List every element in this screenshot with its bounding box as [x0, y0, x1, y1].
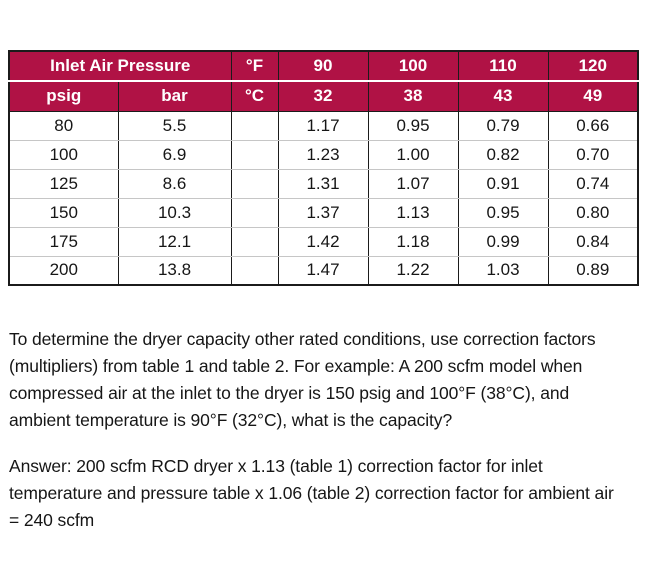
table-cell: 1.31 [277, 169, 368, 199]
table-cell: 100 [9, 140, 118, 170]
header-temp-c-43: 43 [457, 81, 548, 112]
table-row: 125 8.6 1.31 1.07 0.91 0.74 [9, 169, 638, 199]
table-cell: 0.95 [457, 198, 548, 228]
table-cell: 0.95 [367, 111, 458, 141]
text-line: = 240 scfm [9, 510, 95, 530]
header-inlet-air-pressure: Inlet Air Pressure [9, 51, 231, 82]
table-row: 100 6.9 1.23 1.00 0.82 0.70 [9, 140, 638, 170]
header-temp-f-100: 100 [367, 51, 458, 82]
table-cell: 6.9 [117, 140, 231, 170]
table-cell: 13.8 [117, 256, 231, 285]
table-cell: 10.3 [117, 198, 231, 228]
table-cell: 1.42 [277, 227, 368, 257]
table-header-row-fahrenheit: Inlet Air Pressure °F 90 100 110 120 [9, 51, 638, 82]
table-cell-empty [230, 111, 278, 141]
table-cell: 1.03 [457, 256, 548, 285]
table-row: 200 13.8 1.47 1.22 1.03 0.89 [9, 256, 638, 285]
header-temp-f-90: 90 [277, 51, 368, 82]
text-line: temperature and pressure table x 1.06 (t… [9, 483, 614, 503]
table-row: 150 10.3 1.37 1.13 0.95 0.80 [9, 198, 638, 228]
table-row: 175 12.1 1.42 1.18 0.99 0.84 [9, 227, 638, 257]
table-cell: 1.22 [367, 256, 458, 285]
table-cell: 0.79 [457, 111, 548, 141]
text-line: Answer: 200 scfm RCD dryer x 1.13 (table… [9, 456, 543, 476]
header-deg-f: °F [230, 51, 278, 82]
table-cell: 0.99 [457, 227, 548, 257]
question-paragraph: To determine the dryer capacity other ra… [9, 326, 596, 434]
table-cell: 80 [9, 111, 118, 141]
header-bar: bar [117, 81, 231, 112]
text-line: (multipliers) from table 1 and table 2. … [9, 356, 583, 376]
header-temp-f-120: 120 [547, 51, 638, 82]
table-cell: 1.37 [277, 198, 368, 228]
table-cell: 125 [9, 169, 118, 199]
header-temp-f-110: 110 [457, 51, 548, 82]
table-cell: 150 [9, 198, 118, 228]
table-cell: 1.17 [277, 111, 368, 141]
table-cell: 0.74 [547, 169, 638, 199]
table-cell: 0.91 [457, 169, 548, 199]
table-cell-empty [230, 227, 278, 257]
answer-paragraph: Answer: 200 scfm RCD dryer x 1.13 (table… [9, 453, 614, 534]
table-cell: 0.80 [547, 198, 638, 228]
table-cell-empty [230, 256, 278, 285]
table-cell: 175 [9, 227, 118, 257]
table-cell: 1.00 [367, 140, 458, 170]
table-cell: 5.5 [117, 111, 231, 141]
header-temp-c-49: 49 [547, 81, 638, 112]
table-cell: 8.6 [117, 169, 231, 199]
table-cell-empty [230, 169, 278, 199]
table-cell: 12.1 [117, 227, 231, 257]
table-cell: 1.07 [367, 169, 458, 199]
table-cell: 0.84 [547, 227, 638, 257]
table-row: 80 5.5 1.17 0.95 0.79 0.66 [9, 111, 638, 141]
header-temp-c-38: 38 [367, 81, 458, 112]
table-cell: 1.18 [367, 227, 458, 257]
table-cell: 0.70 [547, 140, 638, 170]
header-deg-c: °C [230, 81, 278, 112]
table-cell-empty [230, 198, 278, 228]
table-cell: 1.13 [367, 198, 458, 228]
text-line: ambient temperature is 90°F (32°C), what… [9, 410, 453, 430]
header-psig: psig [9, 81, 118, 112]
header-temp-c-32: 32 [277, 81, 368, 112]
table-header-row-celsius: psig bar °C 32 38 43 49 [9, 81, 638, 112]
table-cell: 0.82 [457, 140, 548, 170]
correction-factor-table: Inlet Air Pressure °F 90 100 110 120 psi… [8, 50, 639, 286]
text-line: To determine the dryer capacity other ra… [9, 329, 596, 349]
table-cell: 0.89 [547, 256, 638, 285]
table-cell: 1.23 [277, 140, 368, 170]
table-cell: 0.66 [547, 111, 638, 141]
text-line: compressed air at the inlet to the dryer… [9, 383, 570, 403]
table-cell: 1.47 [277, 256, 368, 285]
table-cell-empty [230, 140, 278, 170]
table-cell: 200 [9, 256, 118, 285]
